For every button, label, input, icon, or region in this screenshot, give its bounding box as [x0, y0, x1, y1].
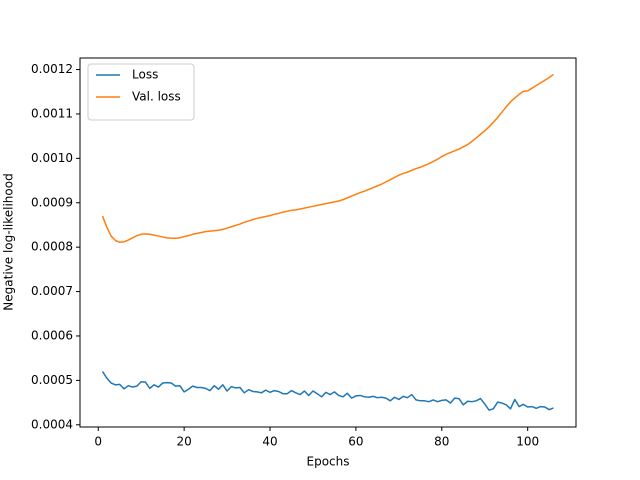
x-tick-label: 20	[176, 435, 191, 449]
data-line	[101, 73, 554, 244]
data-line	[101, 371, 554, 411]
y-tick-label: 0.0010	[31, 151, 73, 165]
y-tick-label: 0.0008	[31, 240, 73, 254]
x-tick-label: 40	[262, 435, 277, 449]
x-tick-label: 0	[94, 435, 102, 449]
legend-label: Val. loss	[132, 90, 181, 104]
y-tick-label: 0.0007	[31, 284, 73, 298]
x-tick-label: 80	[434, 435, 449, 449]
x-tick-label: 60	[348, 435, 363, 449]
y-tick-label: 0.0012	[31, 62, 73, 76]
legend-label: Loss	[132, 68, 158, 82]
x-axis-label: Epochs	[307, 455, 350, 469]
y-tick-label: 0.0011	[31, 106, 73, 120]
x-tick-label: 100	[516, 435, 539, 449]
y-tick-label: 0.0004	[31, 417, 73, 431]
y-tick-label: 0.0005	[31, 373, 73, 387]
y-axis-label: Negative log-likelihood	[2, 173, 16, 310]
legend-box	[87, 63, 195, 121]
y-tick-label: 0.0006	[31, 328, 73, 342]
y-tick-label: 0.0009	[31, 195, 73, 209]
plot-frame	[79, 57, 577, 428]
